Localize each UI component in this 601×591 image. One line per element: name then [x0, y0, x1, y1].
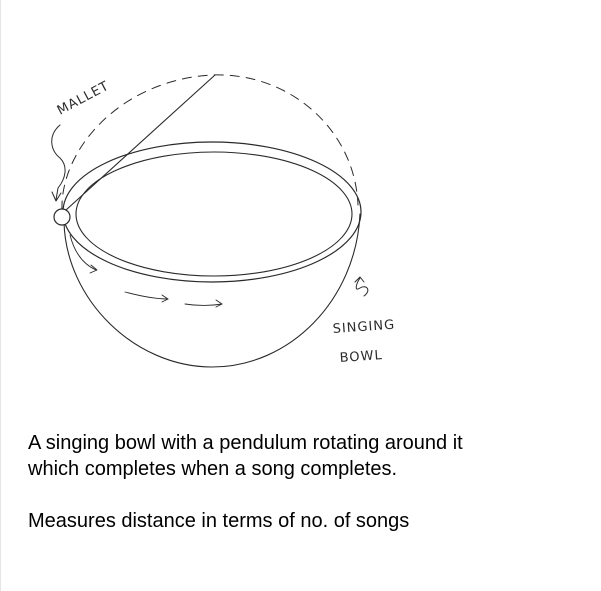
bowl-label: BOWL — [339, 348, 383, 366]
bowl-label-arrow-head — [354, 276, 365, 283]
mallet-arrow-head — [51, 191, 62, 202]
bowl-rim-outer — [62, 141, 362, 283]
bowl-label-arrow — [355, 277, 369, 297]
bowl-rim-inner — [75, 151, 353, 277]
singing-label: SINGING — [332, 318, 395, 337]
mallet-ball — [53, 208, 71, 226]
rotation-arrow-2 — [124, 291, 169, 300]
rotation-arrow-3-head — [215, 299, 223, 308]
rotation-arrow-2-head — [161, 294, 169, 303]
description-text: A singing bowl with a pendulum rotating … — [28, 430, 588, 482]
pendulum-dashed-path — [61, 74, 359, 211]
bowl-hemisphere — [63, 213, 361, 368]
mallet-label: MALLET — [55, 79, 112, 119]
mallet-arrow — [51, 124, 66, 201]
singing-bowl-sketch: MALLET SINGING BOWL — [51, 74, 396, 368]
description-line-2: which completes when a song completes. — [28, 458, 398, 480]
page-edge-line — [0, 0, 1, 591]
measurement-text: Measures distance in terms of no. of son… — [28, 510, 410, 532]
description-line-1: A singing bowl with a pendulum rotating … — [28, 432, 463, 454]
rotation-arrow-1 — [69, 234, 97, 271]
pendulum-string — [65, 74, 216, 211]
rotation-arrow-1-head — [89, 264, 98, 274]
rotation-arrow-3 — [184, 303, 223, 306]
